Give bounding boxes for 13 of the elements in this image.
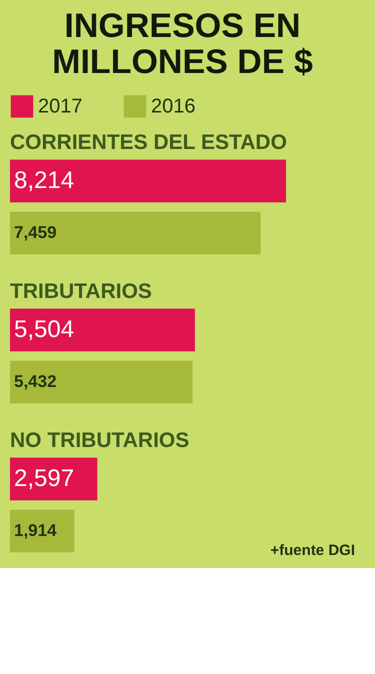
data-label: 1,914	[14, 521, 58, 540]
data-label: 8,214	[14, 166, 74, 194]
y-tick-label: CORRIENTES DEL ESTADO	[10, 131, 287, 154]
data-label: 7,459	[14, 223, 57, 242]
legend-label: 2017	[38, 95, 82, 118]
data-label: 2,597	[14, 464, 74, 492]
chart-title: INGRESOS EN MILLONES DE $	[52, 7, 313, 81]
y-tick-label: TRIBUTARIOS	[10, 280, 152, 303]
data-label: 5,432	[14, 372, 57, 392]
y-tick-label: NO TRIBUTARIOS	[10, 429, 190, 452]
annotation: +fuente DGI	[270, 542, 355, 559]
legend-label: 2016	[151, 95, 196, 118]
data-label: 5,504	[14, 316, 74, 343]
